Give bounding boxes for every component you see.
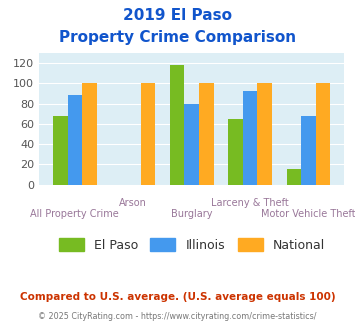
Text: Burglary: Burglary (171, 209, 212, 218)
Bar (243, 91, 257, 185)
Bar (67, 95, 82, 185)
Text: Compared to U.S. average. (U.S. average equals 100): Compared to U.S. average. (U.S. average … (20, 292, 335, 302)
Text: 2019 El Paso: 2019 El Paso (123, 8, 232, 23)
Bar (199, 83, 214, 185)
Text: Arson: Arson (119, 198, 147, 208)
Bar (141, 83, 155, 185)
Text: Property Crime Comparison: Property Crime Comparison (59, 30, 296, 45)
Text: © 2025 CityRating.com - https://www.cityrating.com/crime-statistics/: © 2025 CityRating.com - https://www.city… (38, 312, 317, 321)
Bar (316, 83, 331, 185)
Bar (184, 104, 199, 185)
Bar (257, 83, 272, 185)
Legend: El Paso, Illinois, National: El Paso, Illinois, National (54, 233, 330, 257)
Bar (286, 169, 301, 185)
Text: All Property Crime: All Property Crime (31, 209, 119, 218)
Bar (53, 116, 67, 185)
Text: Larceny & Theft: Larceny & Theft (211, 198, 289, 208)
Text: Motor Vehicle Theft: Motor Vehicle Theft (261, 209, 355, 218)
Bar (170, 65, 184, 185)
Bar (228, 119, 243, 185)
Bar (301, 116, 316, 185)
Bar (82, 83, 97, 185)
